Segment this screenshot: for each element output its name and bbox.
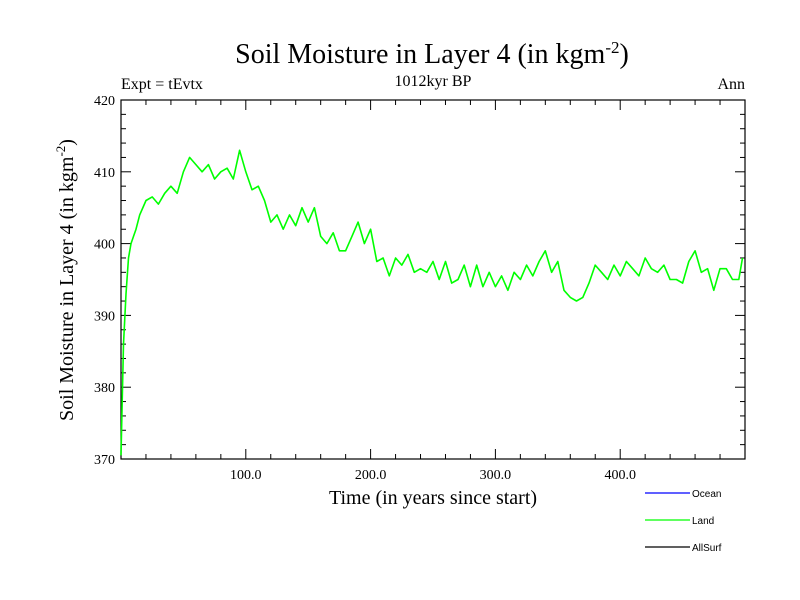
- y-axis-label: Soil Moisture in Layer 4 (in kgm-2): [53, 139, 78, 421]
- legend-label-ocean: Ocean: [692, 489, 721, 500]
- x-tick-label: 400.0: [604, 468, 636, 483]
- y-tick-label: 420: [94, 94, 115, 109]
- series-line-land: [120, 149, 744, 456]
- plot-border: [120, 99, 746, 460]
- legend-label-allsurf: AllSurf: [692, 543, 722, 554]
- x-tick-label: 200.0: [355, 468, 387, 483]
- legend: Ocean Land AllSurf: [645, 489, 722, 554]
- x-tick-label: 100.0: [230, 468, 262, 483]
- chart-title: Soil Moisture in Layer 4 (in kgm-2): [235, 38, 629, 70]
- subtitle-experiment: Expt = tEvtx: [121, 76, 203, 93]
- series-layer: [120, 149, 744, 456]
- subtitle-season: Ann: [717, 76, 745, 93]
- x-axis-label: Time (in years since start): [329, 487, 537, 509]
- y-tick-label: 390: [94, 309, 115, 324]
- y-tick-label: 400: [94, 238, 115, 253]
- axis-ticks: 100.0 200.0 300.0 400.0 370 380 390 400 410 420: [94, 94, 745, 483]
- y-tick-label: 380: [94, 381, 115, 396]
- plot-frame: [120, 99, 746, 460]
- y-tick-label: 410: [94, 166, 115, 181]
- subtitle-period: 1012kyr BP: [395, 73, 472, 90]
- x-tick-label: 300.0: [480, 468, 512, 483]
- y-tick-label: 370: [94, 453, 115, 468]
- legend-label-land: Land: [692, 516, 714, 527]
